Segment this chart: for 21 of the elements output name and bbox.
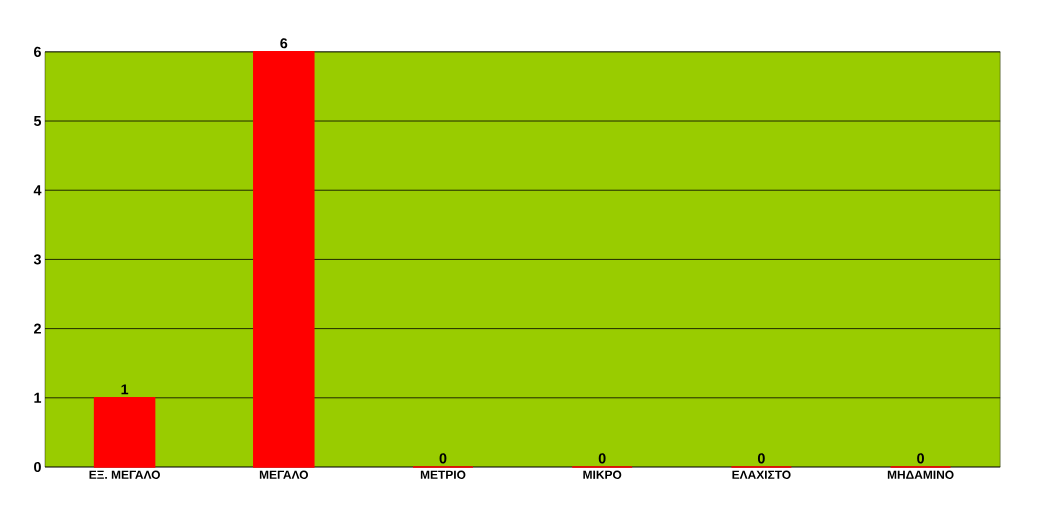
data-label: 0 (757, 453, 765, 464)
data-label: 6 (280, 38, 288, 49)
data-label: 0 (917, 453, 924, 464)
y-tick-label: 5 (33, 116, 42, 127)
data-label: 0 (439, 453, 447, 464)
bar (253, 51, 315, 468)
y-tick-label: 2 (34, 323, 41, 334)
x-tick-label: ΜΕΤΡΙΟ (420, 470, 466, 479)
data-label: 1 (121, 384, 129, 395)
y-tick-label: 0 (34, 461, 41, 473)
x-tick-label: ΜΕΓΑΛΟ (259, 470, 308, 479)
x-tick-label: ΜΙΚΡΟ (583, 470, 622, 479)
y-tick-label: 6 (34, 46, 41, 57)
y-tick-label: 4 (33, 185, 42, 196)
y-tick-label: 1 (34, 392, 42, 403)
x-tick-label: ΜΗΔΑΜΙΝΟ (887, 470, 954, 479)
bar (93, 397, 156, 468)
y-tick-label: 3 (33, 254, 41, 265)
x-tick-label: ΕΞ. ΜΕΓΑΛΟ (89, 470, 160, 479)
data-label: 0 (598, 453, 606, 464)
x-tick-label: ΕΛΑΧΙΣΤΟ (732, 470, 791, 479)
